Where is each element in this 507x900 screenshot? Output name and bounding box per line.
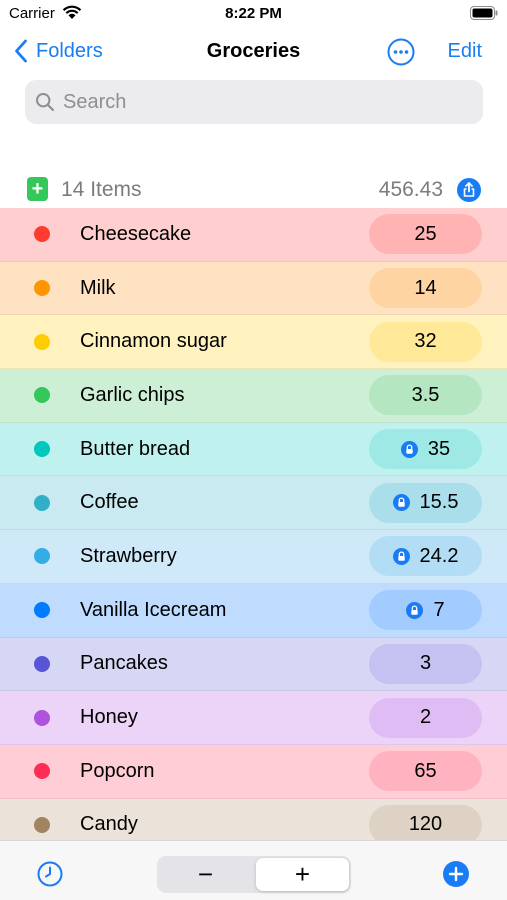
clock-icon[interactable]: [37, 861, 63, 887]
color-dot-icon: [34, 441, 50, 458]
item-name: Coffee: [80, 491, 139, 514]
list-summary: + 14 Items 456.43: [0, 170, 507, 208]
list-item[interactable]: Garlic chips 3.5: [0, 369, 507, 423]
add-circle-icon[interactable]: [443, 861, 469, 887]
color-dot-icon: [34, 709, 50, 726]
share-icon[interactable]: [457, 178, 481, 202]
list-item[interactable]: Strawberry 24.2: [0, 530, 507, 584]
item-name: Vanilla Icecream: [80, 598, 227, 621]
chevron-left-icon: [15, 39, 27, 63]
item-name: Cinnamon sugar: [80, 330, 227, 353]
item-name: Pancakes: [80, 652, 168, 675]
item-value: 15.5: [419, 491, 459, 514]
color-dot-icon: [34, 602, 50, 619]
search-icon: [36, 93, 55, 112]
item-value: 7: [433, 598, 445, 621]
list-item[interactable]: Milk 14: [0, 261, 507, 316]
item-value: 65: [414, 759, 437, 782]
quantity-stepper: − +: [157, 856, 351, 893]
list-item[interactable]: Popcorn 65: [0, 744, 507, 799]
status-time: 8:22 PM: [225, 5, 282, 22]
item-value-pill[interactable]: 35: [369, 429, 482, 470]
item-value-pill[interactable]: 24.2: [369, 536, 482, 577]
item-value: 14: [414, 276, 437, 299]
item-value-pill[interactable]: 3.5: [369, 375, 482, 416]
status-bar: Carrier 8:22 PM: [0, 0, 507, 30]
item-value: 35: [427, 437, 451, 460]
color-dot-icon: [34, 655, 50, 672]
item-value: 25: [414, 222, 437, 245]
item-name: Cheesecake: [80, 222, 192, 245]
item-value-pill[interactable]: 120: [369, 804, 482, 840]
item-value: 3: [419, 652, 432, 675]
item-name: Strawberry: [80, 544, 177, 567]
item-value-pill[interactable]: 32: [369, 321, 482, 362]
add-item-icon[interactable]: +: [27, 177, 48, 201]
item-name: Milk: [80, 276, 116, 299]
carrier-label: Carrier: [9, 5, 55, 22]
more-options-icon[interactable]: [387, 38, 415, 66]
lock-icon: [392, 547, 410, 565]
search-input[interactable]: [63, 90, 463, 114]
item-name: Garlic chips: [80, 383, 185, 406]
bottom-toolbar: − +: [0, 840, 507, 900]
color-dot-icon: [34, 816, 50, 833]
edit-button[interactable]: Edit: [447, 40, 482, 62]
item-value-pill[interactable]: 2: [369, 697, 482, 738]
increment-button[interactable]: +: [256, 858, 349, 891]
color-dot-icon: [34, 333, 50, 350]
page-title: Groceries: [206, 40, 301, 62]
item-value-pill[interactable]: 65: [369, 751, 482, 792]
color-dot-icon: [34, 494, 50, 511]
color-dot-icon: [34, 548, 50, 565]
item-value: 24.2: [419, 544, 459, 567]
item-value: 120: [408, 813, 443, 836]
total-value: 456.43: [378, 178, 443, 201]
color-dot-icon: [34, 280, 50, 297]
wifi-icon: [62, 5, 82, 19]
search-bar[interactable]: [25, 80, 483, 124]
list-item[interactable]: Butter bread 35: [0, 422, 507, 477]
item-value: 2: [419, 706, 432, 729]
list-item[interactable]: Pancakes 3: [0, 637, 507, 692]
lock-icon: [392, 494, 410, 512]
item-name: Candy: [80, 813, 138, 836]
list-item[interactable]: Candy 120: [0, 798, 507, 840]
back-button-label: Folders: [36, 39, 103, 62]
color-dot-icon: [34, 226, 50, 243]
item-value-pill[interactable]: 14: [369, 268, 482, 309]
battery-icon: [470, 6, 498, 20]
list-item[interactable]: Honey 2: [0, 691, 507, 745]
list-item[interactable]: Coffee 15.5: [0, 476, 507, 531]
item-value: 3.5: [411, 383, 440, 406]
item-name: Popcorn: [80, 759, 155, 782]
item-value-pill[interactable]: 15.5: [369, 482, 482, 523]
item-value-pill[interactable]: 3: [369, 643, 482, 684]
color-dot-icon: [34, 387, 50, 404]
navigation-bar: Folders Groceries Edit: [0, 30, 507, 76]
item-value-pill[interactable]: 25: [369, 214, 482, 255]
decrement-button[interactable]: −: [197, 859, 214, 889]
back-button[interactable]: Folders: [14, 39, 103, 63]
lock-icon: [406, 601, 424, 619]
item-value: 32: [414, 330, 437, 353]
item-value-pill[interactable]: 7: [369, 590, 482, 631]
item-name: Butter bread: [80, 437, 191, 460]
item-list: Cheesecake 25 Milk 14 Cinnamon sugar 32 Garlic…: [0, 208, 507, 840]
list-item[interactable]: Cinnamon sugar 32: [0, 315, 507, 370]
lock-icon: [400, 440, 418, 458]
item-name: Honey: [80, 706, 138, 729]
color-dot-icon: [34, 763, 50, 780]
list-item[interactable]: Cheesecake 25: [0, 208, 507, 262]
item-count: 14 Items: [61, 178, 142, 201]
list-item[interactable]: Vanilla Icecream 7: [0, 583, 507, 638]
